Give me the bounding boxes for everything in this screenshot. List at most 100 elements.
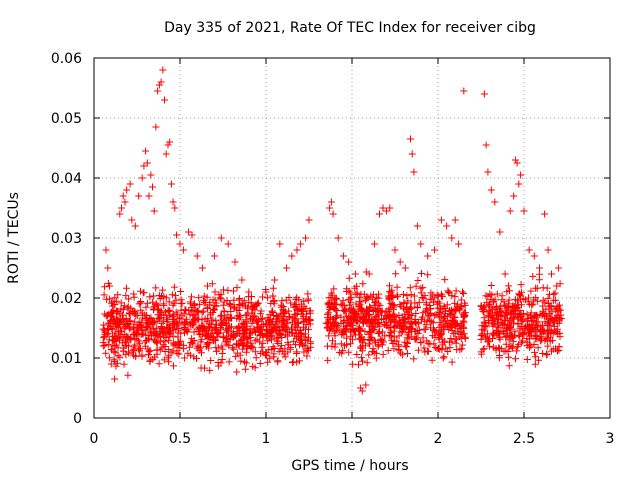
data-point — [291, 320, 299, 328]
data-point — [495, 307, 503, 315]
data-point — [431, 328, 439, 336]
data-point — [423, 316, 431, 324]
data-point — [356, 293, 364, 301]
data-point — [550, 290, 558, 298]
data-point — [132, 352, 140, 360]
data-point — [125, 324, 133, 332]
data-point — [525, 335, 533, 343]
data-point — [210, 252, 218, 260]
data-point — [153, 350, 161, 358]
data-point — [552, 328, 560, 336]
data-point — [198, 349, 205, 357]
data-point — [413, 334, 421, 342]
data-point — [400, 316, 408, 323]
data-point — [515, 340, 523, 348]
axes — [93, 57, 611, 419]
data-point — [554, 264, 562, 272]
data-point — [379, 204, 387, 212]
data-point — [369, 322, 377, 330]
data-point — [211, 325, 219, 333]
data-point — [276, 326, 283, 334]
data-point — [189, 312, 197, 320]
data-point — [459, 288, 466, 296]
data-point — [539, 327, 547, 335]
data-point — [495, 354, 503, 362]
data-point — [513, 159, 521, 167]
data-point — [161, 343, 169, 350]
data-point — [376, 335, 384, 343]
data-point — [378, 336, 386, 344]
data-point — [399, 351, 407, 359]
data-point — [190, 316, 198, 324]
data-point — [456, 306, 464, 314]
data-point — [441, 276, 449, 284]
data-point — [417, 315, 425, 323]
y-tick-label: 0.03 — [51, 231, 82, 247]
data-point — [172, 308, 180, 316]
data-point — [440, 337, 448, 345]
data-point — [418, 270, 425, 277]
data-point — [160, 317, 168, 325]
data-point — [333, 312, 341, 320]
data-point — [376, 322, 384, 330]
data-point — [554, 347, 561, 355]
data-point — [113, 307, 121, 315]
data-point — [398, 323, 406, 331]
data-point — [405, 328, 413, 336]
data-point — [182, 315, 190, 323]
data-point — [264, 358, 272, 366]
data-point — [296, 240, 304, 248]
data-point — [254, 299, 262, 307]
data-point — [400, 322, 408, 330]
data-point — [332, 295, 340, 303]
data-point — [206, 298, 214, 306]
data-point — [217, 312, 225, 320]
data-point — [554, 305, 562, 313]
data-point — [505, 353, 513, 361]
data-point — [424, 252, 432, 260]
data-point — [498, 292, 506, 300]
data-point — [167, 180, 175, 188]
data-point — [505, 282, 512, 290]
data-point — [177, 296, 185, 304]
data-point — [410, 292, 418, 300]
data-point — [368, 317, 376, 325]
data-point — [447, 311, 455, 318]
data-point — [226, 301, 234, 308]
data-point — [445, 288, 453, 296]
data-point — [177, 329, 185, 337]
y-tick-label: 0.05 — [51, 111, 82, 127]
data-point — [369, 348, 376, 355]
data-point — [482, 141, 490, 149]
data-point — [127, 334, 135, 342]
data-point — [302, 325, 309, 333]
data-point — [525, 246, 533, 254]
data-point — [284, 348, 292, 356]
data-point — [160, 356, 168, 364]
data-point — [212, 326, 220, 334]
data-point — [367, 333, 375, 341]
data-point — [169, 198, 177, 206]
data-point — [326, 204, 334, 212]
data-point — [107, 316, 114, 324]
data-point — [176, 240, 184, 248]
data-point — [511, 156, 519, 164]
data-point — [374, 311, 382, 319]
data-point — [362, 268, 370, 276]
data-point — [100, 321, 108, 329]
data-point — [159, 66, 167, 74]
data-point — [378, 307, 386, 315]
data-point — [247, 315, 254, 323]
data-point — [379, 350, 387, 358]
data-point — [235, 301, 243, 308]
data-point — [487, 186, 495, 194]
data-point — [343, 334, 351, 342]
data-point — [411, 335, 419, 343]
data-point — [281, 331, 289, 339]
data-point — [525, 294, 532, 302]
data-point — [546, 333, 554, 341]
data-point — [198, 309, 206, 317]
data-point — [372, 354, 380, 362]
data-point — [439, 354, 447, 362]
data-point — [142, 147, 150, 155]
